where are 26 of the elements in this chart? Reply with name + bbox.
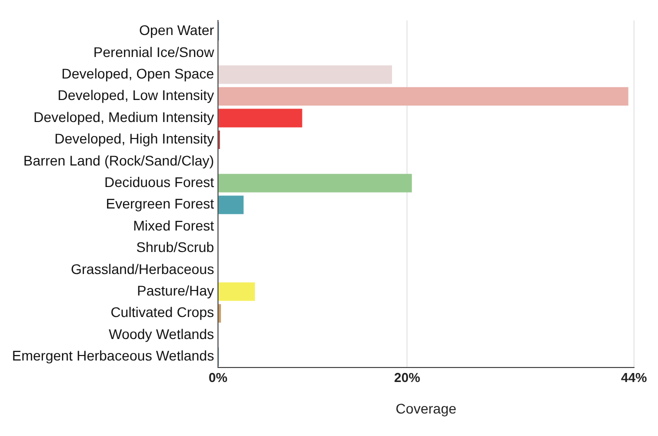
y-tick-label: Grassland/Herbaceous — [70, 260, 214, 277]
y-tick-label: Open Water — [139, 22, 214, 38]
x-tick-label: 44% — [620, 370, 648, 385]
bar — [218, 108, 302, 128]
bar — [218, 174, 412, 192]
y-tick-label: Deciduous Forest — [104, 174, 214, 190]
y-tick-label: Perennial Ice/Snow — [93, 44, 215, 60]
y-tick-label: Shrub/Scrub — [136, 239, 214, 256]
y-tick-label: Cultivated Crops — [110, 304, 214, 320]
y-tick-label: Developed, Open Space — [62, 66, 214, 82]
bar — [218, 196, 244, 214]
y-tick-label: Developed, Medium Intensity — [34, 108, 214, 125]
bar — [218, 65, 392, 84]
y-tick-label: Emergent Herbaceous Wetlands — [12, 348, 214, 364]
x-tick-label: 20% — [394, 370, 421, 385]
y-tick-label: Developed, High Intensity — [54, 130, 214, 147]
y-tick-label: Pasture/Hay — [137, 282, 214, 299]
bar — [218, 282, 255, 301]
x-axis-title: Coverage — [396, 400, 457, 416]
y-tick-label: Mixed Forest — [133, 217, 214, 234]
x-tick-label: 0% — [208, 370, 228, 385]
y-tick-label: Woody Wetlands — [108, 326, 214, 342]
y-tick-label: Barren Land (Rock/Sand/Clay) — [23, 152, 214, 168]
bar — [218, 87, 628, 106]
y-tick-label: Developed, Low Intensity — [58, 87, 214, 104]
y-tick-label: Evergreen Forest — [106, 196, 214, 212]
